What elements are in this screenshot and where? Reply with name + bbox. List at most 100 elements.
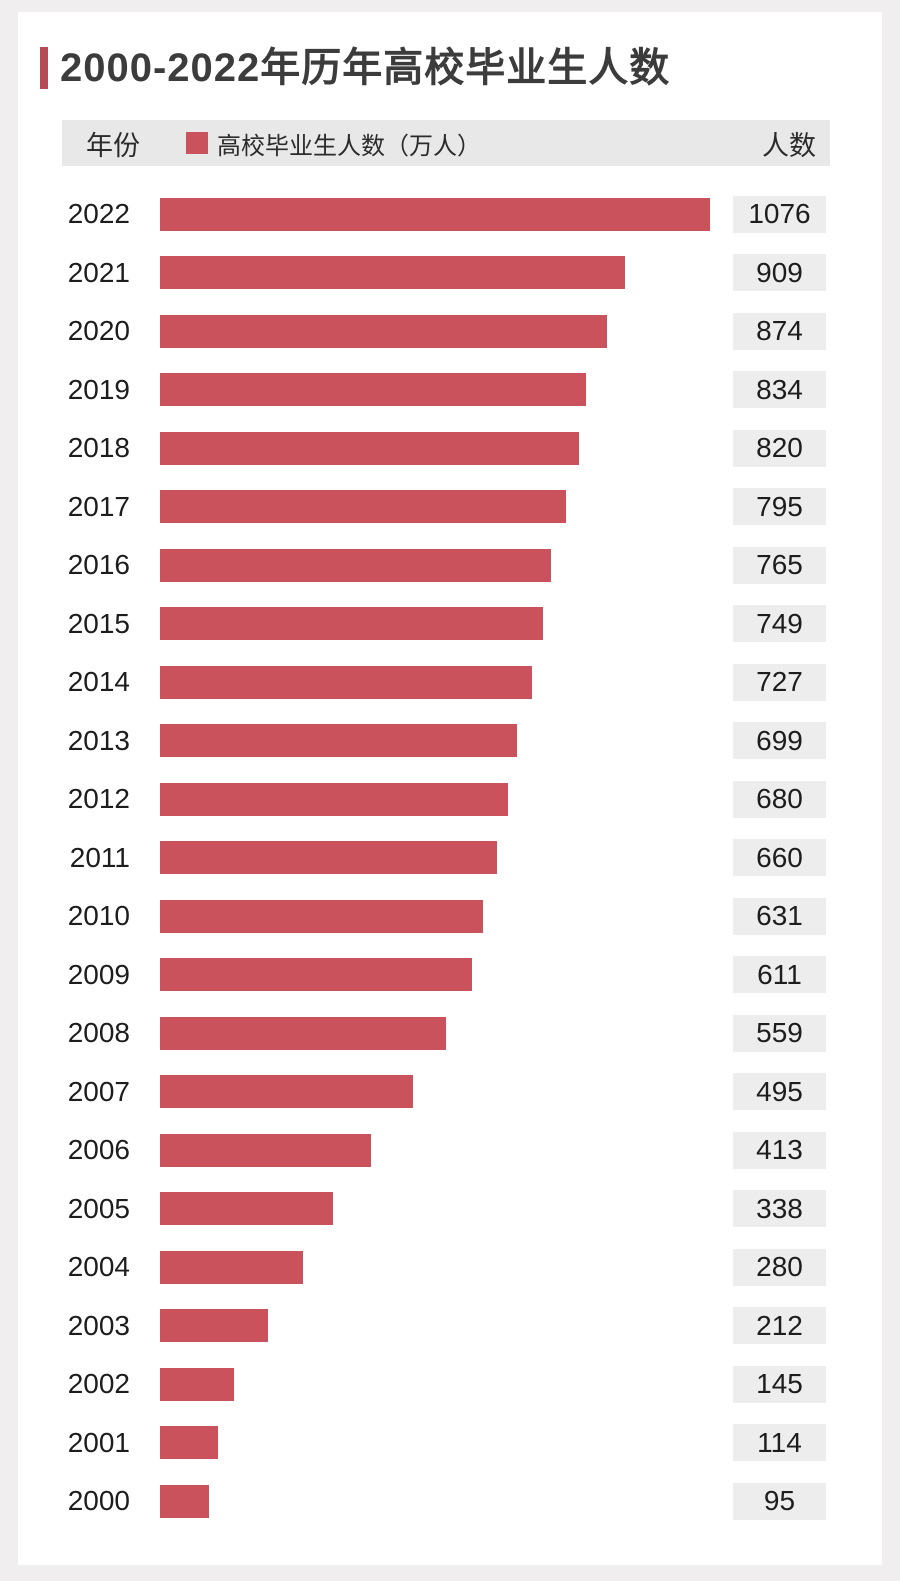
year-label: 2007: [67, 1075, 130, 1107]
legend-label: 高校毕业生人数（万人）: [217, 132, 481, 160]
year-label: 2003: [67, 1309, 130, 1341]
value-badge: 820: [733, 429, 826, 467]
bar: [160, 1309, 269, 1343]
bar: [160, 431, 580, 465]
year-label: 2008: [67, 1017, 130, 1049]
bar-track: [160, 607, 710, 641]
chart-row: 2005 338: [18, 1180, 882, 1239]
year-label: 2014: [67, 666, 130, 698]
bar: [160, 782, 508, 816]
value-badge: 280: [733, 1248, 826, 1286]
year-label: 2006: [67, 1134, 130, 1166]
bar-track: [160, 373, 710, 407]
bar-chart: 2022 1076 2021 909 2020 874 2019 834 201…: [18, 185, 882, 1531]
chart-title-block: 2000-2022年历年高校毕业生人数: [40, 46, 882, 90]
value-badge: 765: [733, 546, 826, 584]
bar: [160, 724, 518, 758]
value-badge: 1076: [733, 195, 826, 233]
bar-track: [160, 1250, 710, 1284]
bar-track: [160, 314, 710, 348]
bar-track: [160, 256, 710, 290]
year-label: 2002: [67, 1368, 130, 1400]
header-year-label: 年份: [86, 130, 140, 161]
chart-row: 2001 114: [18, 1414, 882, 1473]
chart-row: 2002 145: [18, 1355, 882, 1414]
bar: [160, 1192, 333, 1226]
year-label: 2020: [67, 315, 130, 347]
bar-track: [160, 782, 710, 816]
value-badge: 680: [733, 780, 826, 818]
value-badge: 795: [733, 488, 826, 526]
bar: [160, 665, 532, 699]
bar-track: [160, 1426, 710, 1460]
chart-row: 2011 660: [18, 829, 882, 888]
legend-swatch-icon: [186, 132, 208, 154]
bar: [160, 256, 625, 290]
chart-row: 2006 413: [18, 1121, 882, 1180]
bar: [160, 490, 567, 524]
chart-row: 2022 1076: [18, 185, 882, 244]
chart-row: 2018 820: [18, 419, 882, 478]
chart-row: 2007 495: [18, 1063, 882, 1122]
chart-row: 2013 699: [18, 712, 882, 771]
bar: [160, 607, 543, 641]
chart-card: 2000-2022年历年高校毕业生人数 年份 高校毕业生人数（万人） 人数 20…: [18, 12, 882, 1565]
bar-track: [160, 1192, 710, 1226]
bar-track: [160, 1367, 710, 1401]
year-label: 2000: [67, 1485, 130, 1517]
chart-row: 2008 559: [18, 1004, 882, 1063]
bar-track: [160, 548, 710, 582]
bar-track: [160, 841, 710, 875]
chart-row: 2017 795: [18, 478, 882, 537]
chart-row: 2009 611: [18, 946, 882, 1005]
bar: [160, 841, 498, 875]
year-label: 2001: [67, 1426, 130, 1458]
bar: [160, 373, 587, 407]
bar: [160, 1426, 219, 1460]
chart-row: 2004 280: [18, 1238, 882, 1297]
value-badge: 611: [733, 956, 826, 994]
bar-track: [160, 1309, 710, 1343]
bar: [160, 1133, 372, 1167]
value-badge: 699: [733, 722, 826, 760]
bar: [160, 1367, 235, 1401]
year-label: 2005: [67, 1192, 130, 1224]
bar-track: [160, 1484, 710, 1518]
value-badge: 114: [733, 1424, 826, 1462]
bar-track: [160, 724, 710, 758]
bar: [160, 1075, 414, 1109]
year-label: 2011: [69, 841, 130, 873]
chart-row: 2015 749: [18, 595, 882, 654]
bar-track: [160, 899, 710, 933]
bar: [160, 1250, 304, 1284]
year-label: 2019: [67, 373, 130, 405]
value-badge: 495: [733, 1073, 826, 1111]
chart-row: 2012 680: [18, 770, 882, 829]
year-label: 2015: [67, 607, 130, 639]
bar: [160, 1484, 209, 1518]
header-value-label: 人数: [762, 130, 816, 161]
chart-row: 2000 95: [18, 1472, 882, 1531]
bar-track: [160, 1016, 710, 1050]
legend: 高校毕业生人数（万人）: [186, 126, 481, 161]
bar: [160, 314, 607, 348]
year-label: 2012: [67, 783, 130, 815]
bar-track: [160, 1075, 710, 1109]
value-badge: 338: [733, 1190, 826, 1228]
chart-row: 2019 834: [18, 361, 882, 420]
chart-row: 2010 631: [18, 887, 882, 946]
bar: [160, 548, 552, 582]
value-badge: 749: [733, 605, 826, 643]
bar: [160, 1016, 446, 1050]
chart-row: 2021 909: [18, 244, 882, 303]
chart-title: 2000-2022年历年高校毕业生人数: [60, 46, 671, 90]
year-label: 2021: [67, 256, 130, 288]
year-label: 2010: [67, 900, 130, 932]
bar-track: [160, 431, 710, 465]
value-badge: 95: [733, 1482, 826, 1520]
year-label: 2004: [67, 1251, 130, 1283]
value-badge: 631: [733, 897, 826, 935]
title-accent-bar: [40, 47, 48, 89]
bar-track: [160, 1133, 710, 1167]
bar-track: [160, 958, 710, 992]
